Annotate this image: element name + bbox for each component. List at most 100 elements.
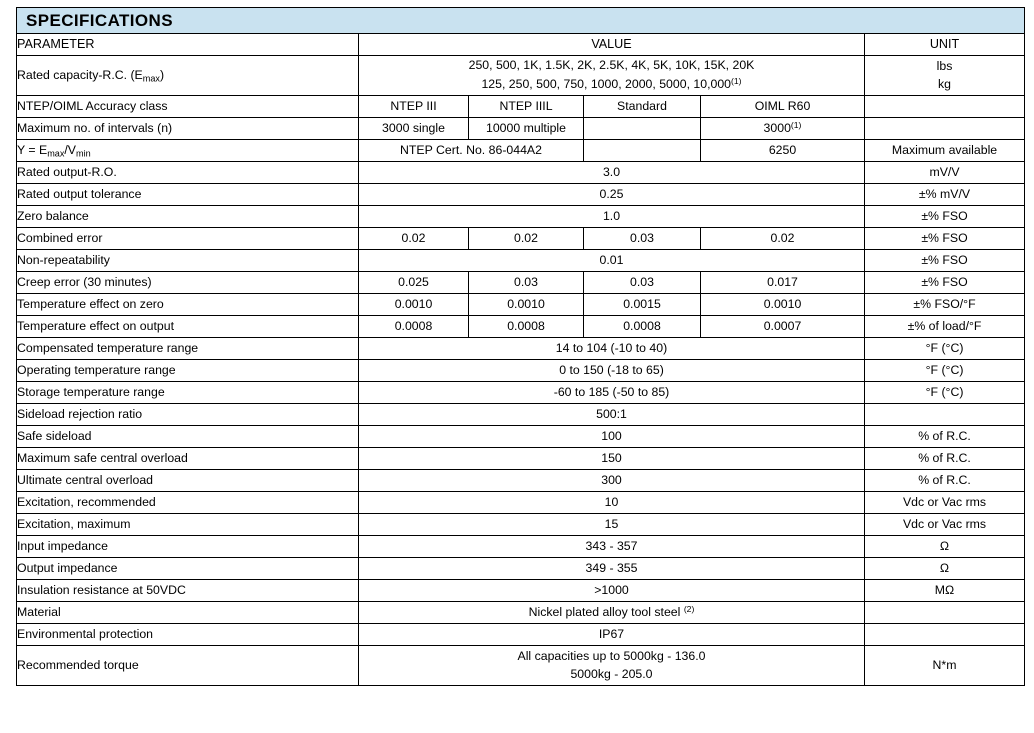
table-header-row: PARAMETER VALUE UNIT	[16, 33, 1026, 56]
table-row: NTEP/OIML Accuracy class NTEP III NTEP I…	[16, 95, 1026, 118]
row-label-storage-temp-range: Storage temperature range	[16, 381, 359, 404]
cell-temp-effect-zero-col2: 0.0010	[468, 293, 584, 316]
table-row: Ultimate central overload 300 % of R.C.	[16, 469, 1026, 492]
cell-storage-temp-range-value: -60 to 185 (-50 to 85)	[358, 381, 865, 404]
cell-max-intervals-col1: 3000 single	[358, 117, 469, 140]
row-label-sideload-rejection-ratio: Sideload rejection ratio	[16, 403, 359, 426]
cell-creep-error-col3: 0.03	[583, 271, 701, 294]
row-label-input-impedance: Input impedance	[16, 535, 359, 558]
cell-rated-output-unit: mV/V	[863, 161, 1026, 184]
cell-combined-error-col2: 0.02	[468, 227, 584, 250]
cell-combined-error-col3: 0.03	[583, 227, 701, 250]
row-label-operating-temp-range: Operating temperature range	[16, 359, 359, 382]
column-header-parameter: PARAMETER	[16, 33, 359, 56]
cell-max-safe-central-overload-unit: % of R.C.	[863, 447, 1026, 470]
table-row: Output impedance 349 - 355 Ω	[16, 557, 1026, 580]
row-label-excitation-maximum: Excitation, maximum	[16, 513, 359, 536]
cell-excitation-recommended-unit: Vdc or Vac rms	[863, 491, 1026, 514]
table-row: Insulation resistance at 50VDC >1000 MΩ	[16, 579, 1026, 602]
cell-operating-temp-range-value: 0 to 150 (-18 to 65)	[358, 359, 865, 382]
row-label-text: Rated capacity-R.C. (Emax)	[17, 67, 165, 83]
cell-non-repeatability-value: 0.01	[358, 249, 865, 272]
cell-max-intervals-col3	[583, 117, 701, 140]
cell-temp-effect-output-col2: 0.0008	[468, 315, 584, 338]
specifications-table: SPECIFICATIONS PARAMETER VALUE UNIT Rate…	[15, 7, 1026, 686]
row-label-excitation-recommended: Excitation, recommended	[16, 491, 359, 514]
cell-rated-capacity-unit: lbs kg	[863, 55, 1026, 96]
cell-accuracy-class-unit	[863, 95, 1026, 118]
table-title-cell: SPECIFICATIONS	[15, 7, 1026, 34]
cell-accuracy-class-col1: NTEP III	[358, 95, 469, 118]
table-row: Environmental protection IP67	[16, 623, 1026, 646]
cell-material-text: Nickel plated alloy tool steel	[528, 605, 681, 620]
footnote-marker-1: (1)	[790, 120, 802, 131]
row-label-rated-capacity: Rated capacity-R.C. (Emax)	[16, 55, 359, 96]
cell-combined-error-col4: 0.02	[700, 227, 865, 250]
table-row: Y = Emax/Vmin NTEP Cert. No. 86-044A2 62…	[16, 139, 1026, 162]
torque-line-2: 5000kg - 205.0	[570, 666, 653, 681]
cell-zero-balance-unit: ±% FSO	[863, 205, 1026, 228]
cell-non-repeatability-unit: ±% FSO	[863, 249, 1026, 272]
column-header-unit: UNIT	[863, 33, 1026, 56]
unit-kg: kg	[938, 76, 952, 91]
row-label-non-repeatability: Non-repeatability	[16, 249, 359, 272]
cell-environmental-protection-value: IP67	[358, 623, 865, 646]
table-row: Excitation, maximum 15 Vdc or Vac rms	[16, 513, 1026, 536]
cell-accuracy-class-col3: Standard	[583, 95, 701, 118]
row-label-text: Y = Emax/Vmin	[17, 142, 91, 158]
cell-rated-capacity-value: 250, 500, 1K, 1.5K, 2K, 2.5K, 4K, 5K, 10…	[358, 55, 865, 96]
page-title: SPECIFICATIONS	[26, 10, 173, 30]
footnote-marker-1: (1)	[731, 76, 742, 87]
torque-line-1: All capacities up to 5000kg - 136.0	[517, 648, 706, 663]
cell-input-impedance-value: 343 - 357	[358, 535, 865, 558]
cell-creep-error-col1: 0.025	[358, 271, 469, 294]
table-row: Rated output tolerance 0.25 ±% mV/V	[16, 183, 1026, 206]
cell-environmental-protection-unit	[863, 623, 1026, 646]
cell-operating-temp-range-unit: °F (°C)	[863, 359, 1026, 382]
row-label-rated-output: Rated output-R.O.	[16, 161, 359, 184]
cell-temp-effect-output-unit: ±% of load/°F	[863, 315, 1026, 338]
table-row: Non-repeatability 0.01 ±% FSO	[16, 249, 1026, 272]
table-row: Operating temperature range 0 to 150 (-1…	[16, 359, 1026, 382]
cell-temp-effect-zero-unit: ±% FSO/°F	[863, 293, 1026, 316]
cell-excitation-maximum-unit: Vdc or Vac rms	[863, 513, 1026, 536]
column-header-value: VALUE	[358, 33, 865, 56]
row-label-output-impedance: Output impedance	[16, 557, 359, 580]
cell-ultimate-central-overload-value: 300	[358, 469, 865, 492]
cell-temp-effect-zero-col1: 0.0010	[358, 293, 469, 316]
cell-max-intervals-col4-text: 3000	[763, 121, 791, 136]
cell-excitation-maximum-value: 15	[358, 513, 865, 536]
row-label-ultimate-central-overload: Ultimate central overload	[16, 469, 359, 492]
table-row: Maximum safe central overload 150 % of R…	[16, 447, 1026, 470]
table-row: Recommended torque All capacities up to …	[16, 645, 1026, 686]
table-row: Zero balance 1.0 ±% FSO	[16, 205, 1026, 228]
cell-ntep-cert-number: NTEP Cert. No. 86-044A2	[358, 139, 584, 162]
table-row: Compensated temperature range 14 to 104 …	[16, 337, 1026, 360]
cell-compensated-temp-range-value: 14 to 104 (-10 to 40)	[358, 337, 865, 360]
cell-recommended-torque-value: All capacities up to 5000kg - 136.0 5000…	[358, 645, 865, 686]
table-row: Combined error 0.02 0.02 0.03 0.02 ±% FS…	[16, 227, 1026, 250]
row-label-compensated-temp-range: Compensated temperature range	[16, 337, 359, 360]
cell-ultimate-central-overload-unit: % of R.C.	[863, 469, 1026, 492]
row-label-combined-error: Combined error	[16, 227, 359, 250]
cell-zero-balance-value: 1.0	[358, 205, 865, 228]
row-label-temp-effect-output: Temperature effect on output	[16, 315, 359, 338]
cell-rated-output-value: 3.0	[358, 161, 865, 184]
cell-output-impedance-value: 349 - 355	[358, 557, 865, 580]
cell-sideload-rejection-ratio-value: 500:1	[358, 403, 865, 426]
cell-creep-error-col4: 0.017	[700, 271, 865, 294]
cell-material-value: Nickel plated alloy tool steel (2)	[358, 601, 865, 624]
table-row: Temperature effect on zero 0.0010 0.0010…	[16, 293, 1026, 316]
table-row: Maximum no. of intervals (n) 3000 single…	[16, 117, 1026, 140]
cell-material-unit	[863, 601, 1026, 624]
row-label-recommended-torque: Recommended torque	[16, 645, 359, 686]
cell-max-safe-central-overload-value: 150	[358, 447, 865, 470]
cell-temp-effect-output-col4: 0.0007	[700, 315, 865, 338]
cell-max-intervals-col2: 10000 multiple	[468, 117, 584, 140]
cell-rated-output-tolerance-value: 0.25	[358, 183, 865, 206]
cell-storage-temp-range-unit: °F (°C)	[863, 381, 1026, 404]
cell-rated-output-tolerance-unit: ±% mV/V	[863, 183, 1026, 206]
cell-max-intervals-unit	[863, 117, 1026, 140]
row-label-creep-error: Creep error (30 minutes)	[16, 271, 359, 294]
row-label-y-emax-vmin: Y = Emax/Vmin	[16, 139, 359, 162]
